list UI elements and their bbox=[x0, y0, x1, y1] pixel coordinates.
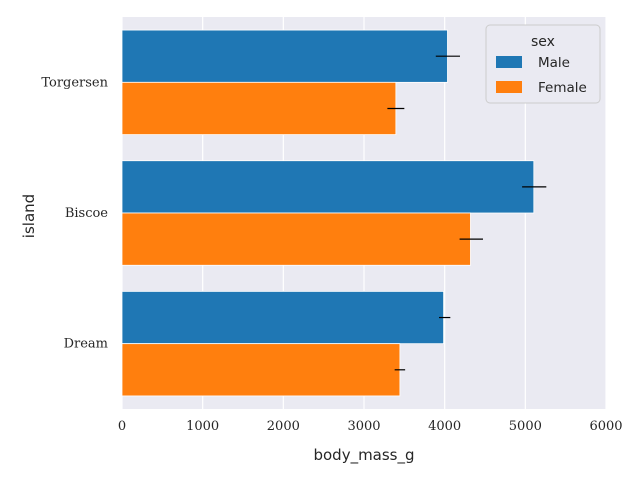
x-tick-label: 2000 bbox=[267, 419, 300, 434]
legend-swatch-female bbox=[496, 81, 522, 93]
legend-label-male: Male bbox=[538, 55, 570, 71]
legend-title: sex bbox=[531, 34, 555, 50]
bar-male bbox=[121, 290, 445, 345]
y-tick-label: Biscoe bbox=[65, 206, 108, 221]
legend-label-female: Female bbox=[538, 80, 587, 96]
bars bbox=[121, 29, 535, 397]
bar-male bbox=[121, 29, 448, 83]
y-axis-label: island bbox=[20, 194, 38, 238]
y-tick-label: Dream bbox=[64, 337, 108, 352]
x-tick-label: 1000 bbox=[186, 419, 219, 434]
x-tick-label: 3000 bbox=[347, 419, 380, 434]
bar-female bbox=[121, 81, 397, 136]
bar-male bbox=[121, 160, 535, 214]
y-tick-labels: Torgersen Biscoe Dream bbox=[41, 75, 108, 351]
x-tick-labels: 0 1000 2000 3000 4000 5000 6000 bbox=[118, 419, 623, 434]
x-tick-label: 0 bbox=[118, 419, 126, 434]
error-bars bbox=[387, 55, 547, 371]
legend: sex Male Female bbox=[485, 24, 601, 104]
x-tick-label: 6000 bbox=[589, 419, 622, 434]
x-tick-label: 5000 bbox=[509, 419, 542, 434]
x-tick-label: 4000 bbox=[428, 419, 461, 434]
bar-female bbox=[121, 212, 471, 266]
legend-swatch-male bbox=[496, 56, 522, 68]
x-axis-label: body_mass_g bbox=[313, 446, 414, 465]
bar-female bbox=[121, 343, 401, 397]
y-tick-label: Torgersen bbox=[41, 75, 108, 90]
